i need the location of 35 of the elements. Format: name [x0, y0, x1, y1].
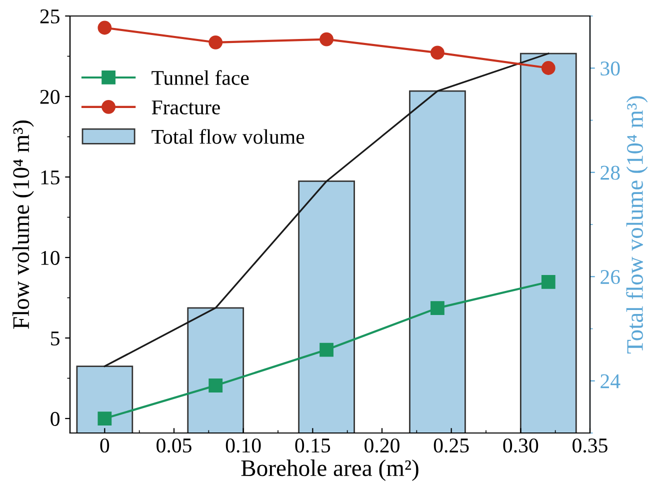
y-tick-label: 10 — [41, 250, 60, 265]
x-tick-label: 0.30 — [503, 438, 538, 453]
point — [208, 378, 223, 392]
legend-label: Total flow volume — [152, 128, 304, 144]
point — [320, 342, 334, 357]
y2-tick-label: 26 — [600, 270, 620, 284]
x-tick-label: 0.05 — [156, 438, 192, 453]
y-tick-label: 5 — [51, 332, 60, 346]
legend-label: Fracture — [152, 100, 220, 114]
y-tick-label: 25 — [40, 9, 60, 24]
line-series — [104, 52, 550, 368]
x-tick-label: 0.15 — [295, 438, 330, 453]
x-axis-title: Borehole area (m²) — [241, 460, 418, 481]
point — [208, 35, 223, 50]
y2-tick-label: 30 — [600, 62, 620, 76]
point — [320, 32, 334, 46]
x-tick-label: 0 — [100, 438, 110, 453]
point — [541, 275, 556, 289]
y-tick-label: 15 — [41, 170, 60, 184]
x-tick-label: 0.35 — [572, 438, 608, 453]
y-tick-label: 20 — [40, 90, 60, 104]
x-tick-label: 0.10 — [226, 438, 261, 453]
y-tick-label: 0 — [50, 412, 60, 426]
point — [98, 20, 112, 35]
y2-tick-label: 28 — [600, 166, 620, 180]
y2-axis-title: Total flow volume (10⁴ m³) — [626, 96, 648, 354]
point — [430, 301, 444, 316]
point — [541, 61, 556, 75]
point — [430, 46, 444, 60]
y-axis-title: Flow volume (10⁴ m³) — [12, 120, 34, 329]
point — [98, 412, 112, 426]
x-tick-label: 0.25 — [434, 438, 469, 453]
legend-label: Tunnel face — [152, 70, 249, 85]
y2-tick-label: 24 — [600, 374, 620, 388]
x-tick-label: 0.20 — [364, 438, 400, 453]
